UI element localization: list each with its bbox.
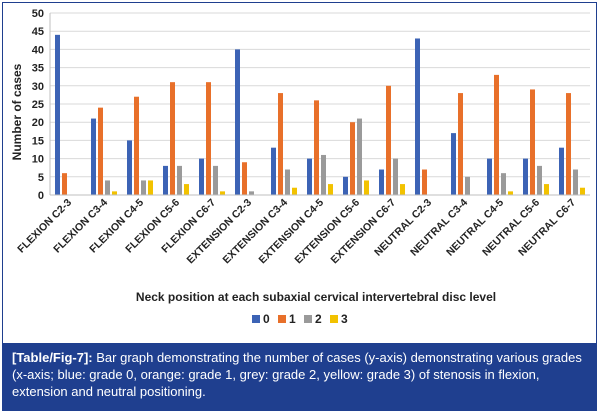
bar-series-2: [285, 169, 290, 195]
bar-series-1: [314, 100, 319, 195]
bar-series-0: [451, 133, 456, 195]
y-tick-label: 20: [32, 117, 44, 129]
bar-series-3: [580, 187, 585, 195]
bar-series-2: [177, 165, 182, 195]
legend-swatch-3: [330, 315, 338, 323]
bar-series-1: [530, 89, 535, 195]
bar-series-1: [278, 93, 283, 195]
bar-series-1: [170, 82, 175, 195]
x-category-label: EXTENSION C2-3: [185, 197, 255, 267]
legend-label-3: 3: [341, 312, 348, 326]
bar-series-0: [55, 34, 60, 196]
bar-series-3: [508, 191, 513, 195]
bar-series-2: [537, 165, 542, 195]
bar-series-0: [379, 169, 384, 195]
bar-series-3: [184, 184, 189, 195]
y-tick-label: 0: [38, 190, 44, 202]
bar-series-1: [206, 82, 211, 195]
bar-series-2: [393, 158, 398, 195]
bar-series-2: [249, 191, 254, 195]
bar-series-3: [112, 191, 117, 195]
y-tick-labels: 0 5 10 15 20 25 30 35 40 45 50: [32, 8, 44, 202]
y-tick-label: 5: [38, 172, 44, 184]
bar-series-1: [350, 122, 355, 195]
legend: 0 1 2 3: [252, 312, 348, 326]
bar-series-3: [292, 187, 297, 195]
bar-series-3: [400, 184, 405, 195]
bar-series-2: [465, 176, 470, 195]
bar-series-1: [494, 74, 499, 195]
bar-series-3: [148, 180, 153, 195]
legend-label-0: 0: [263, 312, 270, 326]
bar-series-2: [105, 180, 110, 195]
bar-series-0: [199, 158, 204, 195]
bar-series-0: [307, 158, 312, 195]
bar-series-0: [127, 140, 132, 195]
bar-series-1: [242, 162, 247, 195]
y-tick-label: 50: [32, 8, 44, 20]
bar-series-2: [213, 165, 218, 195]
bar-series-0: [415, 38, 420, 196]
y-axis-title: Number of cases: [10, 63, 24, 160]
bar-series-0: [271, 147, 276, 195]
bar-series-3: [220, 191, 225, 195]
figure-caption: [Table/Fig-7]: Bar graph demonstrating t…: [2, 343, 597, 411]
bar-series-2: [321, 154, 326, 195]
legend-label-1: 1: [289, 312, 296, 326]
bar-series-2: [141, 180, 146, 195]
bar-series-3: [328, 184, 333, 195]
legend-swatch-2: [304, 315, 312, 323]
y-tick-label: 10: [32, 154, 44, 166]
bar-series-0: [487, 158, 492, 195]
bar-series-1: [422, 169, 427, 195]
legend-swatch-0: [252, 315, 260, 323]
y-tick-label: 25: [32, 99, 44, 111]
bar-series-2: [573, 169, 578, 195]
bar-series-1: [134, 96, 139, 195]
bar-series-1: [62, 173, 67, 195]
bar-series-0: [163, 165, 168, 195]
bar-series-1: [566, 93, 571, 195]
axes: [49, 13, 590, 196]
bar-series-0: [343, 176, 348, 195]
bar-series-0: [523, 158, 528, 195]
legend-label-2: 2: [315, 312, 322, 326]
bar-series-2: [501, 173, 506, 195]
y-tick-label: 35: [32, 63, 44, 75]
bar-series-1: [458, 93, 463, 195]
bar-series-0: [91, 118, 96, 195]
x-category-label: EXTENSION C4-5: [257, 197, 327, 267]
caption-label: [Table/Fig-7]:: [12, 350, 93, 365]
bar-series-1: [386, 85, 391, 195]
y-tick-label: 45: [32, 26, 44, 38]
caption-text: Bar graph demonstrating the number of ca…: [12, 350, 582, 399]
x-category-label: EXTENSION C3-4: [221, 197, 291, 267]
bar-series-1: [98, 107, 103, 195]
bars: [55, 34, 585, 196]
bar-series-2: [357, 118, 362, 195]
x-category-label: EXTENSION C5-6: [293, 197, 363, 267]
y-tick-label: 15: [32, 135, 44, 147]
bar-series-0: [559, 147, 564, 195]
x-category-label: EXTENSION C6-7: [329, 197, 399, 267]
bar-series-3: [364, 180, 369, 195]
legend-swatch-1: [278, 315, 286, 323]
x-axis-title: Neck position at each subaxial cervical …: [136, 290, 496, 304]
y-tick-label: 40: [32, 44, 44, 56]
bar-series-3: [544, 184, 549, 195]
y-tick-label: 30: [32, 81, 44, 93]
bar-series-0: [235, 49, 240, 196]
